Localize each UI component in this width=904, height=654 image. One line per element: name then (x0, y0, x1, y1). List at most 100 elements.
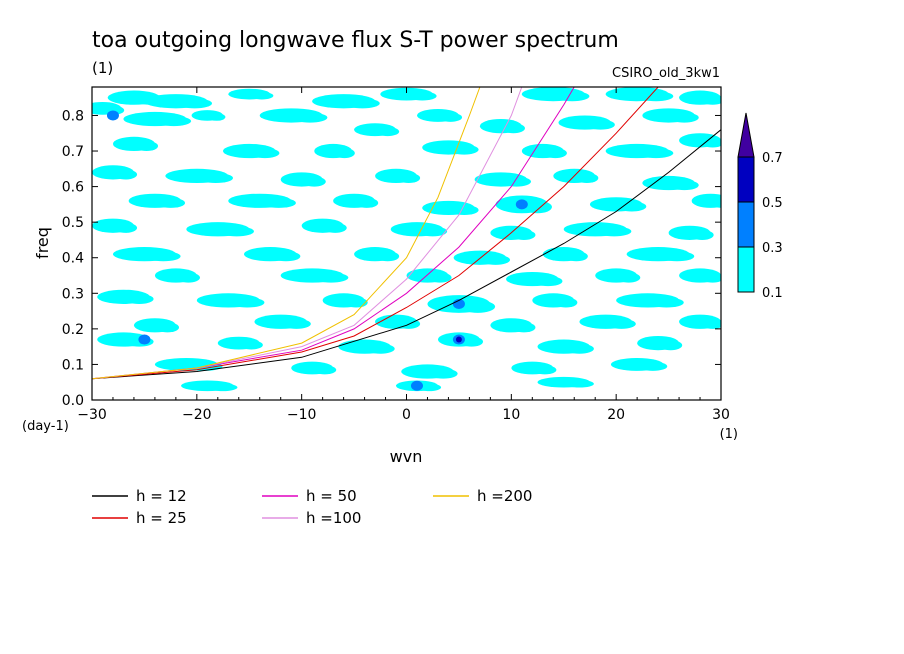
colorbar-label: 0.5 (762, 196, 783, 211)
power-blob (711, 197, 721, 208)
power-blob (344, 297, 368, 308)
power-blob (176, 272, 200, 283)
y-unit-label: (day-1) (22, 419, 69, 434)
y-tick-label: 0.7 (62, 144, 84, 160)
power-blob (565, 380, 594, 388)
x-tick-label: 0 (402, 407, 411, 423)
colorbar-segment (737, 201, 755, 248)
power-blob (261, 197, 296, 208)
power-blob (638, 91, 674, 102)
y-tick-label: 0.6 (62, 180, 84, 196)
power-peak-core (455, 300, 462, 307)
colorbar-label: 0.7 (762, 151, 783, 166)
power-blob (533, 365, 557, 375)
power-blob (617, 201, 647, 212)
power-blob (701, 137, 721, 148)
power-blob (355, 197, 379, 208)
legend-label: h = 50 (306, 487, 357, 505)
dispersion-curve (92, 87, 659, 380)
power-blob (512, 229, 536, 240)
power-field (92, 87, 721, 392)
x-tick-label: 30 (712, 407, 730, 423)
power-blob (617, 272, 641, 283)
dispersion-curve (92, 87, 481, 380)
power-blob (460, 300, 496, 313)
power-blob (114, 169, 138, 180)
legend-label: h =200 (477, 487, 532, 505)
power-blob (586, 119, 615, 130)
power-blob (134, 141, 159, 152)
colorbar-extend-arrow (737, 112, 755, 158)
power-blob (606, 318, 636, 329)
colorbar: 0.7 0.5 0.3 0.1 (737, 112, 783, 301)
x-tick-label: 20 (607, 407, 625, 423)
dispersion-curves (92, 87, 721, 380)
dispersion-curve (92, 129, 721, 380)
power-blob (313, 272, 349, 283)
y-tick-label: 0.2 (62, 322, 84, 338)
power-blob (438, 112, 463, 122)
power-blob (177, 98, 213, 109)
x-tick-label: −10 (287, 407, 317, 423)
legend: h = 12 h = 25 h = 50 h =100 h =200 (92, 487, 532, 527)
chart-subtitle-left: (1) (92, 59, 113, 77)
x-unit-label: (1) (720, 427, 738, 442)
power-blob (250, 91, 274, 100)
power-blob (701, 94, 721, 105)
power-blob (208, 113, 226, 121)
power-blob (323, 222, 347, 233)
y-tick-label: 0.3 (62, 286, 84, 302)
power-blob (292, 112, 328, 123)
power-blob (365, 343, 395, 354)
power-blob (501, 123, 525, 134)
power-blob (313, 365, 337, 375)
power-blob (649, 297, 684, 308)
power-blob (114, 222, 138, 233)
power-blob (428, 368, 458, 379)
power-blob (239, 340, 263, 350)
legend-label: h =100 (306, 509, 361, 527)
power-peak-core (518, 201, 525, 208)
y-tick-label: 0.8 (62, 108, 84, 124)
power-blob (156, 197, 186, 208)
power-blob (575, 173, 599, 184)
power-blob (397, 173, 421, 184)
power-blob (219, 226, 254, 237)
power-blob (208, 383, 238, 392)
power-blob (638, 361, 668, 371)
power-blob (407, 91, 437, 101)
power-blob (124, 294, 154, 304)
power-blob (533, 276, 563, 287)
chart-subtitle-right: CSIRO_old_3kw1 (612, 66, 720, 81)
power-blob (512, 322, 536, 333)
power-blob (669, 180, 699, 191)
power-peak-core (413, 382, 420, 389)
power-blob (449, 144, 479, 155)
power-blob (691, 193, 721, 208)
chart-title: toa outgoing longwave flux S-T power spe… (92, 28, 619, 53)
power-blob (554, 297, 578, 308)
colorbar-label: 0.3 (762, 241, 783, 256)
power-blob (669, 112, 699, 123)
axis-ticks: −30 −20 −10 0 10 20 30 0.0 0.1 0.2 0.3 0.4 0.5 0.6 0.7… (62, 87, 730, 423)
power-blob (481, 254, 511, 265)
y-tick-label: 0.0 (62, 393, 84, 409)
power-blob (345, 98, 380, 109)
power-blob (565, 343, 594, 354)
power-blob (638, 148, 674, 159)
plot-frame (91, 86, 722, 401)
power-blob (690, 229, 714, 240)
colorbar-label: 0.1 (762, 286, 783, 301)
x-tick-label: −30 (77, 407, 107, 423)
x-tick-label: −20 (182, 407, 212, 423)
power-blob (449, 205, 479, 216)
x-axis-label: wvn (390, 447, 423, 466)
power-blob (334, 148, 355, 159)
power-blob (543, 148, 567, 159)
power-blob (198, 173, 234, 184)
power-blob (701, 318, 721, 329)
power-blob (502, 176, 531, 187)
power-blob (701, 272, 721, 283)
power-blob (229, 297, 265, 308)
